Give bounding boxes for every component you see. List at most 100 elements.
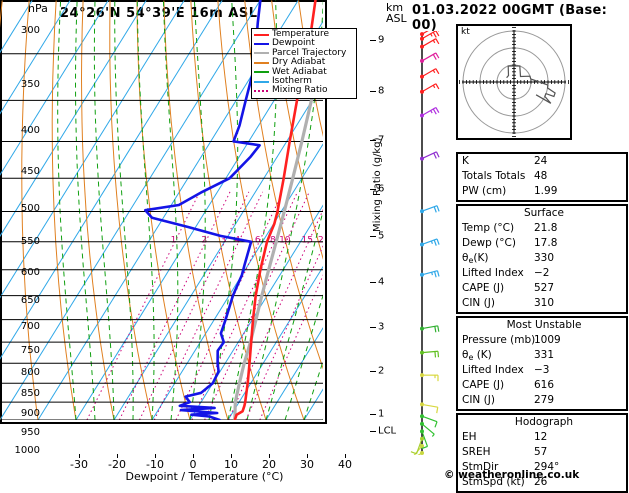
row-value: 12 <box>534 430 547 445</box>
data-row: CAPE (J) 527 <box>458 281 626 296</box>
legend-label: Mixing Ratio <box>272 86 327 95</box>
data-row: Lifted Index −2 <box>458 266 626 281</box>
row-value: 48 <box>534 169 547 184</box>
data-row: CAPE (J) 616 <box>458 378 626 393</box>
data-row: Pressure (mb)1009 <box>458 333 626 348</box>
data-row: Lifted Index−3 <box>458 363 626 378</box>
height-tick-label: 9 <box>378 34 384 45</box>
height-tick <box>370 414 376 415</box>
temperature-tick <box>117 454 118 458</box>
row-label: Dewp (°C) <box>462 237 516 249</box>
row-label: θe (K) <box>462 349 492 361</box>
data-row: SREH 57 <box>458 445 626 460</box>
row-label: CAPE (J) <box>462 379 504 391</box>
pressure-tick-label: 600 <box>14 267 40 278</box>
height-tick-label: 8 <box>378 85 384 96</box>
height-tick-label: 1 <box>378 408 384 419</box>
pressure-tick-label: 650 <box>14 295 40 306</box>
height-tick <box>370 282 376 283</box>
height-tick-label: 5 <box>378 231 384 242</box>
svg-text:1: 1 <box>171 236 177 246</box>
row-label: PW (cm) <box>462 185 506 197</box>
pressure-tick-label: 950 <box>14 427 40 438</box>
row-label: SREH <box>462 446 491 458</box>
temperature-tick <box>345 454 346 458</box>
data-row: PW (cm)1.99 <box>458 184 626 199</box>
row-value: 330 <box>534 251 554 266</box>
data-row: K 24 <box>458 154 626 169</box>
pressure-tick-label: 400 <box>14 125 40 136</box>
hodograph-unit-label: kt <box>461 27 470 37</box>
svg-text:2: 2 <box>201 236 207 246</box>
svg-text:20: 20 <box>318 236 323 246</box>
row-label: CIN (J) <box>462 394 495 406</box>
data-row: CIN (J)310 <box>458 296 626 311</box>
copyright-credit: © weatheronline.co.uk <box>444 469 579 481</box>
pressure-tick-label: 850 <box>14 388 40 399</box>
pressure-tick-label: 750 <box>14 345 40 356</box>
legend-swatch <box>254 90 269 92</box>
data-row: θe(K)330 <box>458 251 626 266</box>
row-label: K <box>462 155 469 167</box>
pressure-tick-label: 300 <box>14 25 40 36</box>
panel-title: Surface <box>458 206 626 221</box>
pressure-tick-label: 900 <box>14 408 40 419</box>
row-label: CAPE (J) <box>462 282 504 294</box>
temperature-tick <box>231 454 232 458</box>
data-row: CIN (J) 279 <box>458 393 626 408</box>
row-label: Totals Totals <box>462 170 525 182</box>
height-tick-label: 3 <box>378 322 384 333</box>
row-value: 21.8 <box>534 221 557 236</box>
row-value: 24 <box>534 154 547 169</box>
temperature-tick <box>269 454 270 458</box>
legend-swatch <box>254 34 269 36</box>
svg-text:10: 10 <box>279 236 291 246</box>
height-tick <box>370 327 376 328</box>
legend-swatch <box>254 71 269 73</box>
height-tick <box>370 91 376 92</box>
pressure-tick-label: 700 <box>14 321 40 332</box>
row-label: Pressure (mb) <box>462 334 535 346</box>
row-value: 17.8 <box>534 236 557 251</box>
height-tick-label: 4 <box>378 277 384 288</box>
data-row: Temp (°C) 21.8 <box>458 221 626 236</box>
row-value: 57 <box>534 445 547 460</box>
legend-swatch <box>254 43 269 45</box>
row-value: 527 <box>534 281 554 296</box>
height-tick <box>370 40 376 41</box>
pressure-tick-label: 1000 <box>14 445 40 456</box>
legend-item: Mixing Ratio <box>254 86 354 95</box>
row-value: 616 <box>534 378 554 393</box>
row-value: 279 <box>534 393 554 408</box>
height-unit-line2: ASL <box>386 13 407 24</box>
row-label: Lifted Index <box>462 267 524 279</box>
data-row: Totals Totals 48 <box>458 169 626 184</box>
wind-barb-canvas <box>398 31 446 455</box>
x-axis-title: Dewpoint / Temperature (°C) <box>41 470 368 483</box>
temperature-tick <box>307 454 308 458</box>
hodograph-plot[interactable]: kt <box>456 24 572 140</box>
height-tick <box>370 371 376 372</box>
svg-text:6: 6 <box>255 236 261 246</box>
panel-title: Most Unstable <box>458 318 626 333</box>
temperature-tick <box>193 454 194 458</box>
height-tick-label: 2 <box>378 365 384 376</box>
data-row: θe (K)331 <box>458 348 626 363</box>
temperature-tick <box>155 454 156 458</box>
mixing-ratio-axis-title: Mixing Ratio (g/kg) <box>372 138 383 232</box>
temperature-tick <box>79 454 80 458</box>
row-value: 310 <box>534 296 554 311</box>
legend-swatch <box>254 81 269 83</box>
pressure-tick-label: 550 <box>14 236 40 247</box>
panel-title: Hodograph <box>458 415 626 430</box>
row-label: Temp (°C) <box>462 222 514 234</box>
row-value: −2 <box>534 266 549 281</box>
legend-swatch <box>254 52 269 54</box>
